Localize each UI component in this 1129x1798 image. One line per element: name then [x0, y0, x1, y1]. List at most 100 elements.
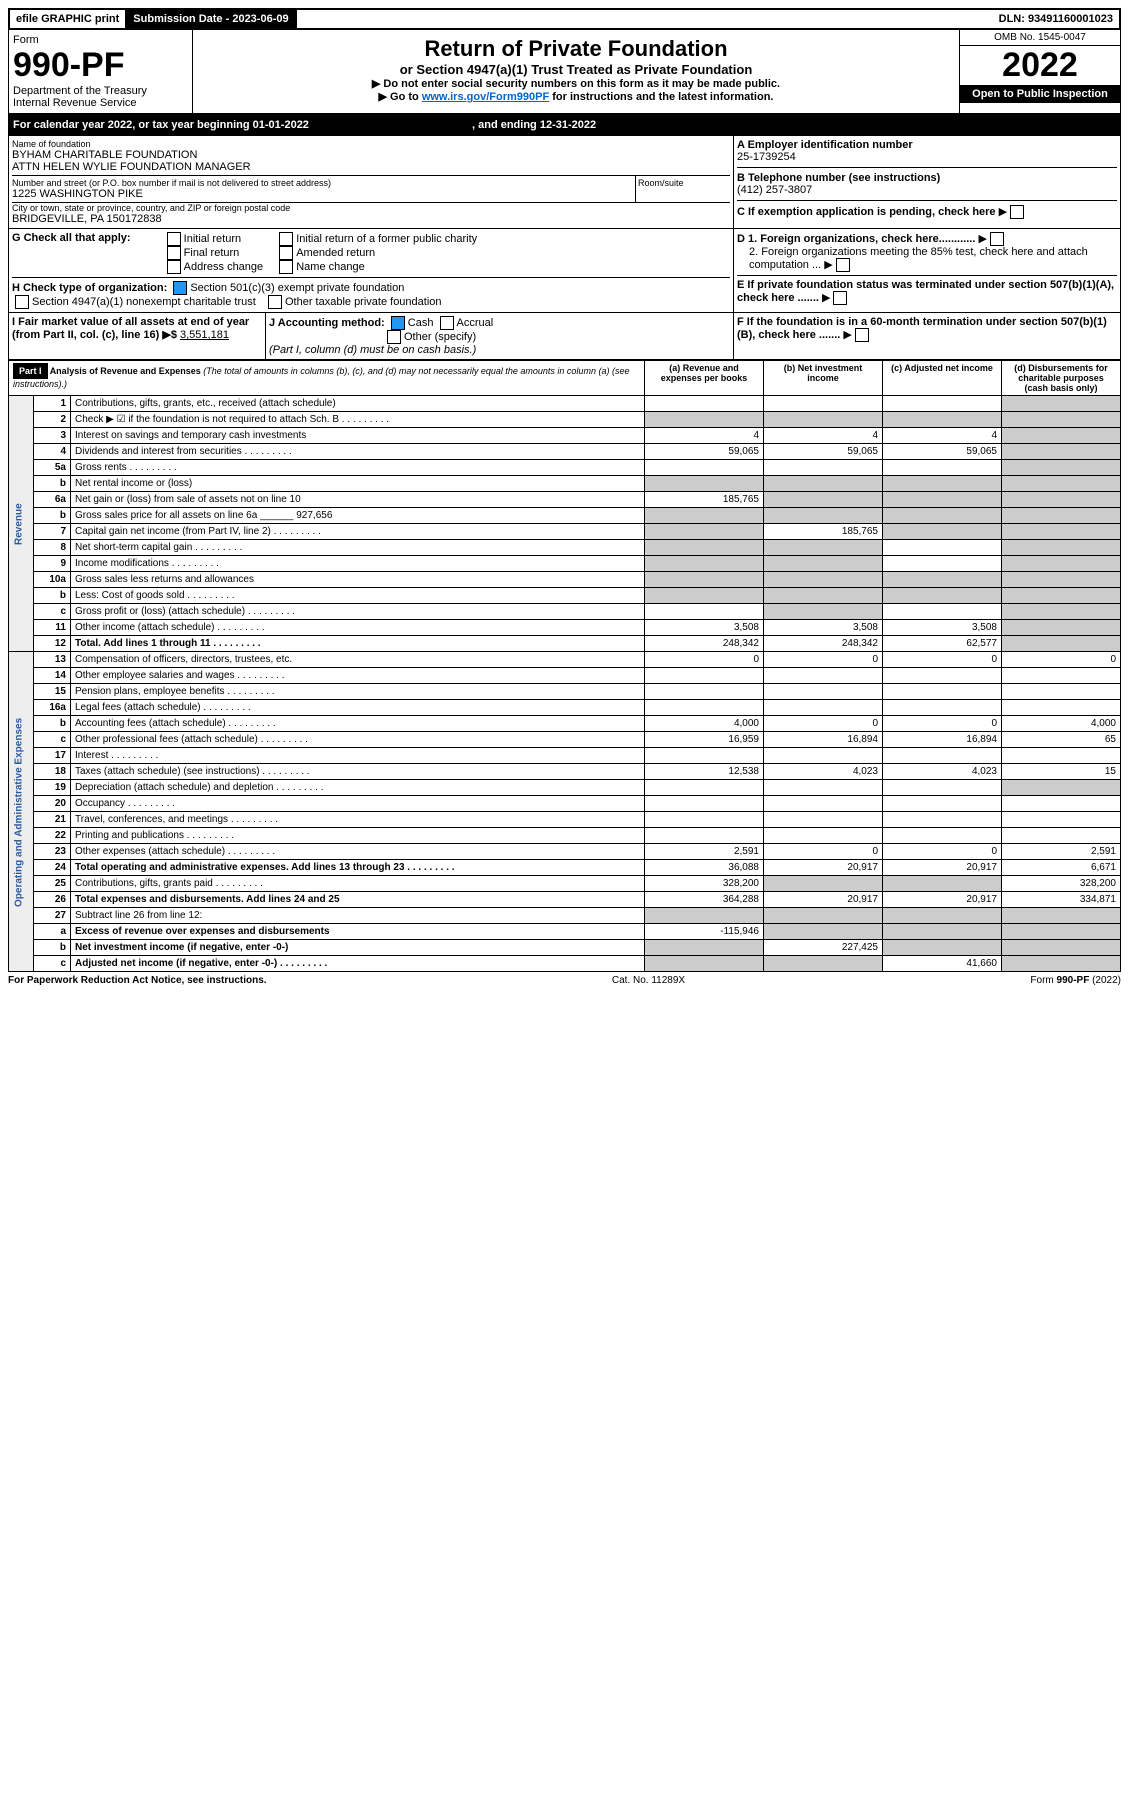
cell-c: 20,917: [883, 892, 1002, 908]
col-d-header: (d) Disbursements for charitable purpose…: [1002, 361, 1121, 396]
part1-header: Part I: [13, 363, 48, 379]
cell-d: 334,871: [1002, 892, 1121, 908]
table-row: 27Subtract line 26 from line 12:: [9, 908, 1121, 924]
g-initial-checkbox[interactable]: [167, 232, 181, 246]
cell-a: [645, 828, 764, 844]
d2-checkbox[interactable]: [836, 258, 850, 272]
table-row: bNet investment income (if negative, ent…: [9, 940, 1121, 956]
row-number: 13: [34, 652, 71, 668]
cell-c: [883, 940, 1002, 956]
cell-a: 16,959: [645, 732, 764, 748]
row-number: 9: [34, 556, 71, 572]
cell-d: [1002, 812, 1121, 828]
row-desc: Legal fees (attach schedule): [71, 700, 645, 716]
form-link[interactable]: www.irs.gov/Form990PF: [422, 91, 549, 103]
cell-a: 0: [645, 652, 764, 668]
cell-a: [645, 796, 764, 812]
table-row: aExcess of revenue over expenses and dis…: [9, 924, 1121, 940]
table-row: 25Contributions, gifts, grants paid328,2…: [9, 876, 1121, 892]
g-amended-checkbox[interactable]: [279, 246, 293, 260]
e-checkbox[interactable]: [833, 291, 847, 305]
street-address: 1225 WASHINGTON PIKE: [12, 188, 635, 200]
g-final-checkbox[interactable]: [167, 246, 181, 260]
g-address-checkbox[interactable]: [167, 260, 181, 274]
footer-left: For Paperwork Reduction Act Notice, see …: [8, 975, 267, 986]
row-desc: Adjusted net income (if negative, enter …: [71, 956, 645, 972]
calendar-year-row: For calendar year 2022, or tax year begi…: [8, 114, 1121, 136]
table-row: 17Interest: [9, 748, 1121, 764]
g-initial-former-checkbox[interactable]: [279, 232, 293, 246]
j-note: (Part I, column (d) must be on cash basi…: [269, 344, 476, 356]
cell-c: [883, 796, 1002, 812]
row-desc: Interest on savings and temporary cash i…: [71, 428, 645, 444]
cell-d: [1002, 444, 1121, 460]
cell-c: [883, 588, 1002, 604]
h-other-checkbox[interactable]: [268, 295, 282, 309]
table-row: 8Net short-term capital gain: [9, 540, 1121, 556]
cell-a: [645, 684, 764, 700]
h-501c3-checkbox[interactable]: [173, 281, 187, 295]
cell-c: [883, 540, 1002, 556]
row-desc: Subtract line 26 from line 12:: [71, 908, 645, 924]
cell-d: [1002, 796, 1121, 812]
cell-d: [1002, 412, 1121, 428]
cell-a: 36,088: [645, 860, 764, 876]
room-label: Room/suite: [635, 176, 730, 202]
cell-d: 6,671: [1002, 860, 1121, 876]
cell-a: [645, 668, 764, 684]
top-bar: efile GRAPHIC print Submission Date - 20…: [8, 8, 1121, 30]
section-g-h-d: G Check all that apply: Initial return F…: [8, 229, 1121, 313]
cell-d: [1002, 604, 1121, 620]
cell-a: -115,946: [645, 924, 764, 940]
row-number: b: [34, 716, 71, 732]
cell-b: [764, 908, 883, 924]
e-label: E If private foundation status was termi…: [737, 279, 1114, 304]
cell-d: [1002, 428, 1121, 444]
c-checkbox[interactable]: [1010, 205, 1024, 219]
table-row: cAdjusted net income (if negative, enter…: [9, 956, 1121, 972]
cell-a: 12,538: [645, 764, 764, 780]
table-row: 10aGross sales less returns and allowanc…: [9, 572, 1121, 588]
g-name-checkbox[interactable]: [279, 260, 293, 274]
table-row: bLess: Cost of goods sold: [9, 588, 1121, 604]
row-desc: Accounting fees (attach schedule): [71, 716, 645, 732]
cell-d: [1002, 588, 1121, 604]
cell-c: [883, 812, 1002, 828]
cell-c: 62,577: [883, 636, 1002, 652]
cell-d: [1002, 636, 1121, 652]
submission-date: Submission Date - 2023-06-09: [127, 10, 296, 28]
cell-a: 328,200: [645, 876, 764, 892]
ein-label: A Employer identification number: [737, 139, 1117, 151]
f-checkbox[interactable]: [855, 328, 869, 342]
cell-d: [1002, 492, 1121, 508]
j-cash-checkbox[interactable]: [391, 316, 405, 330]
h-4947-checkbox[interactable]: [15, 295, 29, 309]
table-row: 20Occupancy: [9, 796, 1121, 812]
row-desc: Travel, conferences, and meetings: [71, 812, 645, 828]
row-number: 1: [34, 396, 71, 412]
cell-c: [883, 908, 1002, 924]
d1-checkbox[interactable]: [990, 232, 1004, 246]
row-number: 24: [34, 860, 71, 876]
row-number: 15: [34, 684, 71, 700]
row-number: 6a: [34, 492, 71, 508]
j-other-checkbox[interactable]: [387, 330, 401, 344]
cell-c: 3,508: [883, 620, 1002, 636]
j-accrual-checkbox[interactable]: [440, 316, 454, 330]
cell-b: 0: [764, 716, 883, 732]
row-number: 26: [34, 892, 71, 908]
cell-b: [764, 572, 883, 588]
row-desc: Other expenses (attach schedule): [71, 844, 645, 860]
cell-b: [764, 684, 883, 700]
cell-c: [883, 492, 1002, 508]
cell-d: [1002, 540, 1121, 556]
cell-d: [1002, 396, 1121, 412]
cell-a: [645, 476, 764, 492]
page-footer: For Paperwork Reduction Act Notice, see …: [8, 972, 1121, 986]
footer-right: Form 990-PF (2022): [1030, 975, 1121, 986]
cell-b: [764, 412, 883, 428]
cell-b: [764, 476, 883, 492]
cell-a: [645, 588, 764, 604]
row-desc: Total operating and administrative expen…: [71, 860, 645, 876]
c-label: C If exemption application is pending, c…: [737, 206, 996, 218]
